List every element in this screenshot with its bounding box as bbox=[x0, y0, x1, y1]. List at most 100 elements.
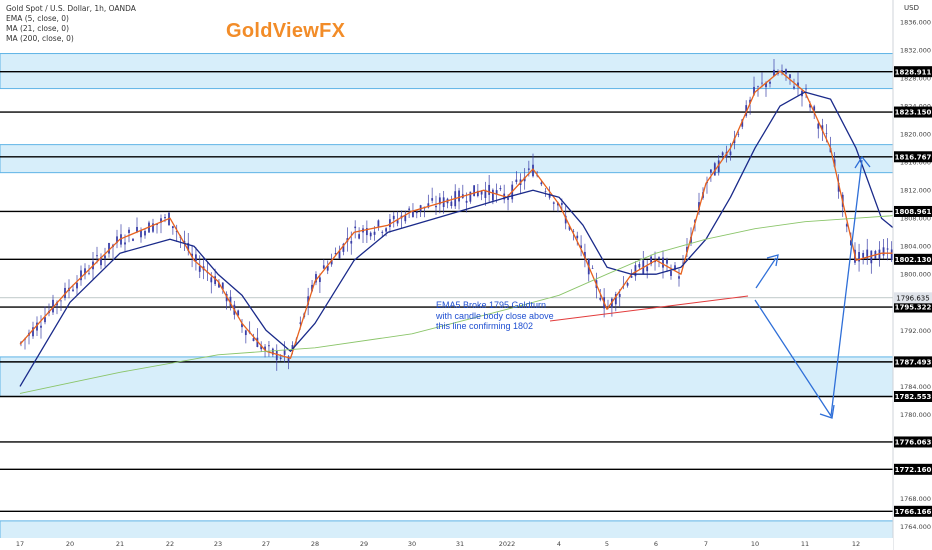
candle-body-91 bbox=[377, 220, 380, 227]
legend-ma21: MA (21, close, 0) bbox=[6, 24, 70, 33]
candle-body-104 bbox=[427, 203, 430, 208]
candle-body-33 bbox=[152, 223, 154, 232]
candle-body-65 bbox=[275, 350, 278, 361]
current-price-tag-bg bbox=[894, 292, 932, 304]
candle-body-107 bbox=[438, 197, 441, 205]
candle-body-96 bbox=[396, 220, 399, 224]
x-tick-label-10: 2022 bbox=[499, 540, 516, 548]
candle-body-60 bbox=[256, 337, 259, 347]
candle-body-61 bbox=[260, 345, 263, 350]
candle-body-198 bbox=[797, 82, 799, 87]
candle-body-36 bbox=[164, 216, 166, 219]
candle-body-144 bbox=[584, 251, 586, 260]
candle-body-192 bbox=[773, 69, 775, 76]
chart-legend: Gold Spot / U.S. Dollar, 1h, OANDA EMA (… bbox=[6, 4, 136, 44]
candle-body-148 bbox=[599, 298, 602, 300]
candle-body-44 bbox=[195, 254, 197, 262]
candle-body-69 bbox=[291, 345, 294, 351]
candle-body-4 bbox=[36, 322, 38, 331]
candle-body-203 bbox=[817, 123, 820, 129]
candle-body-177 bbox=[713, 163, 716, 176]
level-tag-0: 1828.911 bbox=[895, 68, 932, 76]
x-tick-label-14: 7 bbox=[704, 540, 708, 548]
candle-body-156 bbox=[630, 275, 633, 278]
candle-body-134 bbox=[544, 191, 547, 192]
brand-title: GoldViewFX bbox=[226, 20, 346, 42]
x-tick-label-6: 28 bbox=[311, 540, 319, 548]
candle-body-205 bbox=[825, 133, 828, 134]
candle-body-157 bbox=[634, 265, 637, 277]
candle-body-127 bbox=[515, 179, 518, 183]
y-tick-label-4: 1820.000 bbox=[900, 131, 931, 139]
candle-body-138 bbox=[560, 203, 563, 205]
level-tag-5: 1795.322 bbox=[895, 304, 932, 312]
candle-body-116 bbox=[473, 185, 475, 197]
candle-body-50 bbox=[218, 282, 220, 288]
y-tick-label-17: 1768.000 bbox=[900, 495, 931, 503]
candle-body-211 bbox=[850, 240, 852, 246]
candle-body-185 bbox=[745, 105, 748, 116]
y-tick-label-0: 1836.000 bbox=[900, 19, 931, 27]
candle-body-110 bbox=[450, 201, 453, 207]
x-tick-label-1: 20 bbox=[66, 540, 74, 548]
candle-body-15 bbox=[80, 270, 82, 281]
candle-body-219 bbox=[882, 247, 885, 256]
candle-body-188 bbox=[757, 86, 759, 87]
y-tick-label-5: 1816.000 bbox=[900, 159, 931, 167]
candle-body-195 bbox=[785, 69, 787, 74]
x-tick-label-4: 23 bbox=[214, 540, 222, 548]
candle-body-153 bbox=[618, 293, 621, 297]
level-tag-bg-3 bbox=[894, 205, 932, 217]
candle-body-38 bbox=[171, 226, 174, 229]
candle-body-95 bbox=[392, 215, 395, 220]
x-tick-label-11: 4 bbox=[557, 540, 561, 548]
candle-body-136 bbox=[552, 202, 555, 204]
x-tick-label-2: 21 bbox=[116, 540, 124, 548]
candle-body-123 bbox=[499, 187, 502, 190]
level-tag-bg-5 bbox=[894, 301, 932, 313]
legend-ema5: EMA (5, close, 0) bbox=[6, 14, 69, 23]
candle-body-202 bbox=[813, 106, 816, 111]
candle-body-125 bbox=[507, 197, 509, 200]
candle-body-166 bbox=[670, 271, 672, 276]
candle-body-62 bbox=[264, 346, 266, 351]
y-tick-label-1: 1832.000 bbox=[900, 47, 931, 55]
candle-body-51 bbox=[221, 282, 224, 290]
candle-body-73 bbox=[307, 296, 310, 305]
arrow-up-short bbox=[755, 257, 777, 289]
candle-body-196 bbox=[789, 74, 791, 78]
price-axis-bg bbox=[893, 0, 932, 550]
candle-body-68 bbox=[287, 356, 290, 362]
candle-body-105 bbox=[431, 198, 434, 201]
candle-body-160 bbox=[646, 266, 649, 272]
candle-body-176 bbox=[710, 169, 712, 173]
candle-body-216 bbox=[870, 250, 873, 264]
x-tick-label-17: 12 bbox=[852, 540, 860, 548]
candle-body-24 bbox=[116, 236, 118, 243]
candle-body-131 bbox=[532, 164, 534, 177]
candle-body-42 bbox=[187, 242, 190, 251]
candle-body-66 bbox=[279, 357, 282, 359]
candle-body-92 bbox=[381, 231, 384, 233]
candle-body-88 bbox=[365, 228, 368, 236]
candle-body-179 bbox=[721, 152, 724, 156]
level-tag-bg-6 bbox=[894, 356, 932, 368]
candle-body-17 bbox=[88, 273, 90, 274]
zone-1 bbox=[0, 144, 894, 174]
candle-body-67 bbox=[283, 350, 286, 355]
arrow-projection bbox=[754, 159, 863, 418]
arrow-down-head bbox=[819, 404, 835, 419]
level-tag-9: 1772.160 bbox=[895, 466, 932, 474]
candle-body-114 bbox=[465, 200, 468, 203]
candle-body-8 bbox=[52, 299, 54, 313]
level-tag-bg-1 bbox=[894, 106, 932, 118]
candle-body-81 bbox=[338, 250, 341, 259]
candle-body-27 bbox=[128, 229, 130, 233]
candle-body-49 bbox=[214, 276, 217, 285]
level-tag-3: 1808.961 bbox=[895, 208, 932, 216]
zone-2 bbox=[0, 356, 894, 397]
candle-body-139 bbox=[564, 215, 567, 224]
candle-body-191 bbox=[769, 81, 771, 84]
candle-body-200 bbox=[805, 88, 807, 90]
